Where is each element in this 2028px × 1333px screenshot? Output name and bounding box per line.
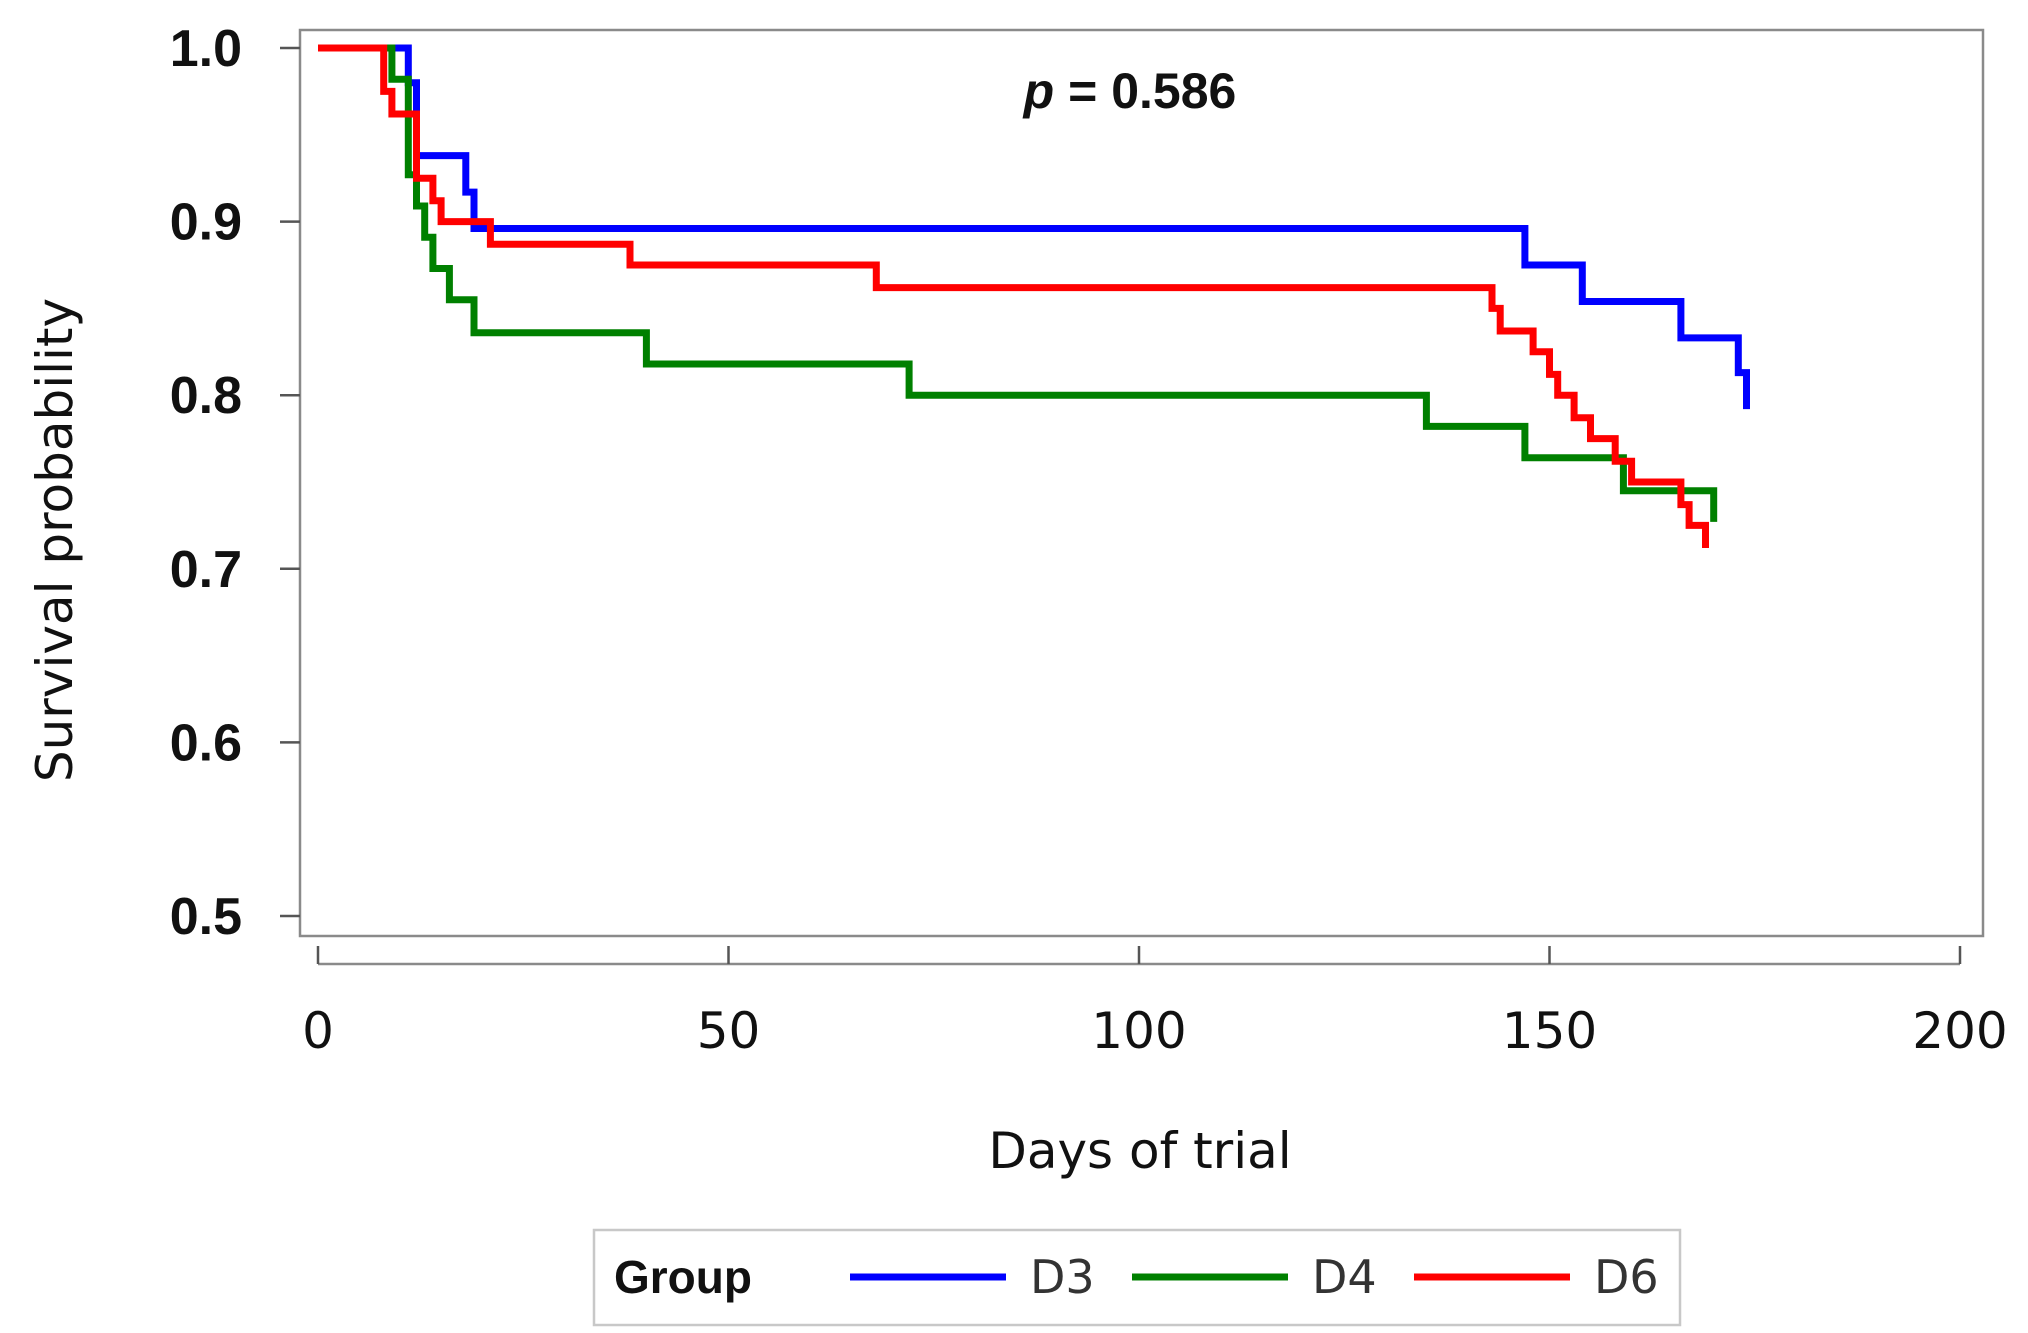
y-tick-label: 0.5: [170, 888, 242, 946]
x-tick-label: 0: [302, 1002, 334, 1060]
legend-label-d3: D3: [1030, 1250, 1095, 1304]
legend-title: Group: [614, 1251, 752, 1303]
legend-label-d4: D4: [1312, 1250, 1377, 1304]
x-tick-label: 200: [1912, 1002, 2007, 1060]
x-tick-label: 150: [1502, 1002, 1597, 1060]
y-axis-label: Survival probability: [26, 298, 84, 782]
y-tick-label: 0.8: [170, 367, 242, 425]
y-tick-label: 0.7: [170, 541, 242, 599]
y-tick-label: 1.0: [170, 20, 242, 78]
p-value-annotation: p = 0.586: [1022, 63, 1237, 119]
series-line-d4: [318, 44, 1718, 522]
p-value-variable: p: [1022, 63, 1055, 119]
legend-items: D3 D4 D6: [850, 1250, 1659, 1304]
plot-frame: [298, 28, 1985, 938]
series-line-d6: [318, 44, 1709, 548]
series-line-d3: [318, 44, 1750, 410]
x-tick-label: 100: [1091, 1002, 1186, 1060]
y-axis: 0.5 0.6 0.7 0.8 0.9 1.0: [170, 20, 300, 946]
x-tick-label: 50: [697, 1002, 761, 1060]
y-tick-label: 0.6: [170, 714, 242, 772]
series-group: [318, 44, 1750, 548]
p-value-text: = 0.586: [1054, 63, 1236, 119]
y-tick-label: 0.9: [170, 194, 242, 252]
x-axis-label: Days of trial: [988, 1122, 1291, 1180]
x-axis: 0 50 100 150 200: [302, 946, 2008, 1060]
legend: Group D3 D4 D6: [592, 1228, 1682, 1327]
legend-label-d6: D6: [1594, 1250, 1659, 1304]
